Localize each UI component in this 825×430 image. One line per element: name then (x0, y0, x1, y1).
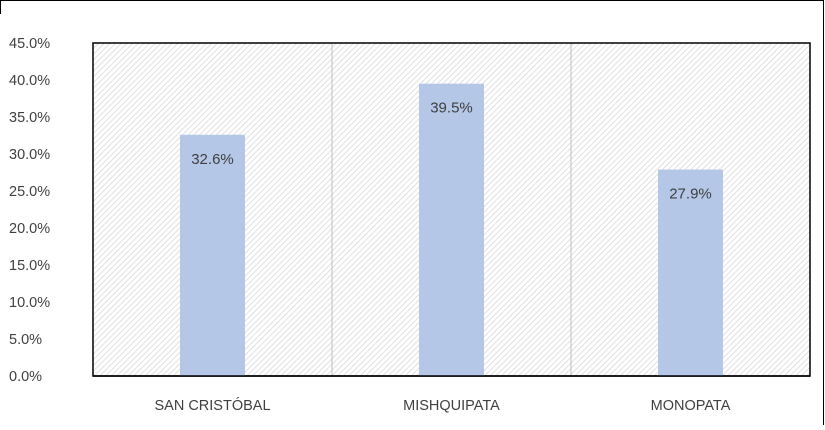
y-tick-label: 35.0% (9, 110, 50, 126)
y-tick-label: 25.0% (9, 184, 50, 200)
y-tick-label: 10.0% (9, 295, 50, 311)
data-label: 39.5% (430, 100, 473, 117)
data-label: 27.9% (669, 186, 712, 203)
y-tick-label: 0.0% (9, 369, 42, 385)
x-category-label: MONOPATA (651, 398, 731, 414)
x-category-label: MISHQUIPATA (403, 398, 500, 414)
y-tick-label: 20.0% (9, 221, 50, 237)
x-category-label: SAN CRISTÓBAL (154, 397, 270, 414)
data-label: 32.6% (191, 151, 234, 168)
bar-2 (419, 83, 484, 376)
y-tick-label: 40.0% (9, 73, 50, 89)
y-tick-label: 15.0% (9, 258, 50, 274)
bar-1 (180, 134, 245, 376)
y-tick-label: 5.0% (9, 332, 42, 348)
y-tick-label: 45.0% (9, 36, 50, 52)
bar-3 (658, 169, 723, 376)
y-tick-label: 30.0% (9, 147, 50, 163)
